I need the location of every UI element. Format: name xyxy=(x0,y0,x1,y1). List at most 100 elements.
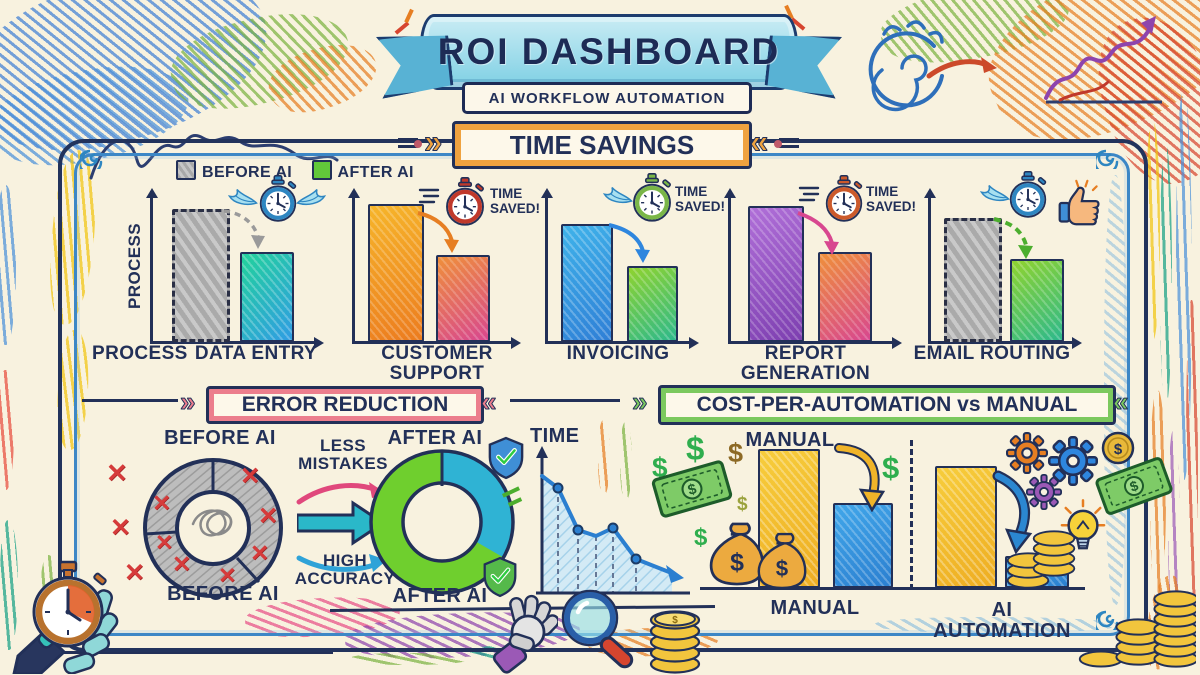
gold-coin-icon: $ xyxy=(1101,431,1135,465)
crayon-scribble xyxy=(620,422,632,500)
error-x-mark: ✕ xyxy=(258,503,279,530)
stopwatch-icon xyxy=(1004,171,1052,219)
page-subtitle: AI WORKFLOW AUTOMATION xyxy=(488,89,726,107)
chart-report-generation: TIME SAVED! xyxy=(723,183,916,349)
axis-baseline xyxy=(925,587,1085,590)
decrease-arrow xyxy=(223,209,265,249)
decrease-arrow xyxy=(797,211,839,255)
error-x-mark: ✕ xyxy=(124,559,145,587)
time-trend-chart xyxy=(536,446,690,595)
less-mistakes-label: LESS MISTAKES xyxy=(298,436,388,473)
x-label-data-entry: DATA ENTRY xyxy=(194,343,318,364)
chart-email-routing xyxy=(923,183,1088,349)
x-axis xyxy=(150,336,324,349)
error-reduction-heading-banner: ERROR REDUCTION xyxy=(206,386,484,424)
chart-customer-support: TIME SAVED! xyxy=(347,183,540,349)
bar-before-ai xyxy=(748,206,804,342)
bar-after-ai xyxy=(627,266,678,342)
decrease-arrow xyxy=(608,223,650,263)
chevron-left-icon: « xyxy=(1113,386,1130,417)
dollar-sign: $ xyxy=(728,438,744,468)
x-axis xyxy=(728,336,902,349)
winged-stopwatch-icon xyxy=(254,175,302,228)
winged-stopwatch-icon xyxy=(1004,171,1052,224)
chevron-left-icon: « xyxy=(749,123,769,160)
high-accuracy-label: HIGH ACCURACY xyxy=(294,551,396,588)
chevron-right-icon: » xyxy=(180,386,197,417)
y-axis xyxy=(723,188,736,342)
y-axis xyxy=(923,188,936,342)
crayon-scribble xyxy=(0,370,14,490)
error-x-mark: ✕ xyxy=(240,463,261,490)
bar-after-ai xyxy=(240,252,294,342)
time-saved-badge: TIME SAVED! xyxy=(675,184,726,214)
time-savings-heading-banner: TIME SAVINGS xyxy=(452,121,752,169)
chart-doodle xyxy=(1044,16,1162,104)
decrease-arrow xyxy=(993,217,1033,259)
banner-dash xyxy=(82,399,178,402)
bar-reduced-cost xyxy=(833,503,893,588)
subtitle-banner: AI WORKFLOW AUTOMATION xyxy=(462,82,752,114)
error-x-mark: ✕ xyxy=(152,490,172,516)
dollar-sign: $ xyxy=(737,494,748,515)
dollar-sign: $ xyxy=(686,430,705,467)
corner-spiral xyxy=(1096,149,1119,169)
error-x-mark: ✕ xyxy=(106,458,128,488)
stopwatch-icon xyxy=(440,177,490,227)
error-x-mark: ✕ xyxy=(250,540,270,566)
legend-after-label: AFTER AI xyxy=(337,164,414,181)
stopwatch-icon xyxy=(627,173,677,223)
manual-label-top: MANUAL xyxy=(745,429,835,451)
banner-dot xyxy=(414,140,422,148)
speed-lines xyxy=(418,188,440,204)
y-axis xyxy=(540,188,553,342)
cost-heading: COST-PER-AUTOMATION vs MANUAL xyxy=(696,393,1078,416)
time-saved-badge: TIME SAVED! xyxy=(866,184,917,214)
title-ribbon: ROI DASHBOARD xyxy=(420,14,798,90)
x-axis xyxy=(928,336,1082,349)
crayon-scribble xyxy=(1146,120,1160,340)
thumbs-up-icon xyxy=(1056,179,1104,227)
before-ai-label-bottom: BEFORE AI xyxy=(167,583,279,605)
x-label-email-routing: EMAIL ROUTING xyxy=(913,343,1071,364)
coin-stacks xyxy=(1078,590,1196,668)
x-label-process: PROCESS xyxy=(92,343,188,364)
y-axis xyxy=(347,188,360,342)
bar-before-ai xyxy=(368,204,424,342)
banner-dash xyxy=(779,145,799,148)
cost-drop-arrow-blue xyxy=(992,470,1033,555)
bar-after-ai xyxy=(436,255,490,342)
corner-spiral xyxy=(80,149,103,169)
corner-spiral xyxy=(1096,610,1119,630)
money-bag-icon xyxy=(756,531,808,591)
block-arrow-teal xyxy=(297,500,386,546)
after-ai-label-bottom: AFTER AI xyxy=(392,585,488,607)
svg-text:$: $ xyxy=(1114,441,1123,458)
dollar-sign: $ xyxy=(694,524,708,551)
stopwatch-icon xyxy=(820,175,868,223)
after-ai-label-top: AFTER AI xyxy=(387,427,483,449)
after-ai-donut xyxy=(369,449,515,595)
svg-text:$: $ xyxy=(672,615,678,626)
crayon-scribble xyxy=(0,185,16,345)
time-savings-heading: TIME SAVINGS xyxy=(509,129,695,160)
chart-data-entry: PROCESS xyxy=(125,183,330,349)
doodle-line xyxy=(58,651,333,654)
arrow-doodle xyxy=(926,57,997,79)
bar-before-ai xyxy=(561,223,613,342)
before-ai-label-top: BEFORE AI xyxy=(164,427,276,449)
x-label-report-generation: REPORT GENERATION xyxy=(740,343,871,384)
error-x-mark: ✕ xyxy=(172,551,192,577)
legend-before-label: BEFORE AI xyxy=(202,164,293,181)
axis-baseline xyxy=(700,587,950,590)
chevron-left-icon: « xyxy=(481,386,498,417)
dollar-sign: $ xyxy=(882,450,900,485)
error-x-mark: ✕ xyxy=(110,514,131,542)
speed-lines xyxy=(798,186,820,202)
legend-before-swatch xyxy=(176,160,196,180)
bar-after-ai xyxy=(1010,258,1064,342)
gear-doodle xyxy=(868,20,944,112)
legend-after-swatch xyxy=(311,160,332,180)
ray-dash xyxy=(404,8,414,24)
